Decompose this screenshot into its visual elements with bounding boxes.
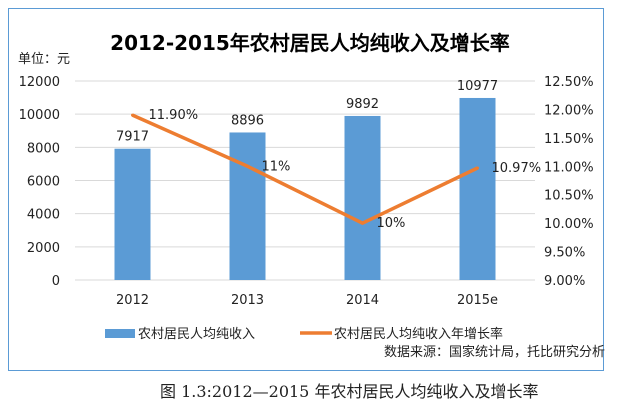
legend-bar-swatch: [105, 329, 135, 338]
line-point: [361, 221, 364, 225]
growth-line: [131, 113, 479, 225]
left-axis-tick: 10000: [19, 108, 60, 123]
x-axis-tick: 2015e: [457, 293, 498, 308]
figure-caption: 图 1.3:2012—2015 年农村居民人均纯收入及增长率: [160, 382, 539, 401]
right-axis-tick: 12.50%: [544, 75, 594, 90]
line-label: 11.90%: [149, 108, 199, 123]
line-label: 10%: [377, 216, 406, 231]
source-note: 数据来源：国家统计局，托比研究分析: [384, 344, 605, 360]
x-axis-tick: 2012: [116, 293, 149, 308]
right-axis-tick: 11.00%: [544, 160, 594, 175]
bar: [459, 97, 496, 280]
left-axis-tick: 8000: [27, 141, 60, 156]
legend-line-label: 农村居民人均纯收入年增长率: [334, 326, 503, 342]
bar-label: 10977: [457, 79, 498, 94]
line-label: 11%: [262, 159, 291, 174]
x-axis-tick: 2014: [346, 293, 379, 308]
right-axis-tick: 12.00%: [544, 103, 594, 118]
bar: [344, 115, 381, 280]
left-axis-tick: 4000: [27, 208, 60, 223]
right-axis-tick: 10.00%: [544, 217, 594, 232]
bar-label: 7917: [116, 130, 149, 145]
x-axis-tick: 2013: [231, 293, 264, 308]
chart-frame: [8, 8, 604, 371]
left-axis-tick: 2000: [27, 241, 60, 256]
unit-label: 单位：元: [18, 52, 70, 67]
bar: [229, 132, 266, 280]
line-point: [131, 113, 134, 117]
line-label: 10.97%: [492, 161, 542, 176]
right-axis-tick: 9.50%: [544, 246, 585, 261]
bar-label: 9892: [346, 97, 379, 112]
line-point: [246, 164, 249, 168]
right-axis-tick: 9.00%: [544, 274, 585, 289]
left-axis-tick: 0: [52, 274, 60, 289]
left-axis-tick: 12000: [19, 75, 60, 90]
bar: [114, 148, 151, 280]
bar-label: 8896: [231, 113, 264, 128]
line-point: [476, 166, 479, 170]
left-axis-tick: 6000: [27, 175, 60, 190]
right-axis-tick: 11.50%: [544, 132, 594, 147]
chart-title: 2012-2015年农村居民人均纯收入及增长率: [110, 31, 510, 55]
right-axis-tick: 10.50%: [544, 189, 594, 204]
legend-bar-label: 农村居民人均纯收入: [138, 327, 255, 342]
